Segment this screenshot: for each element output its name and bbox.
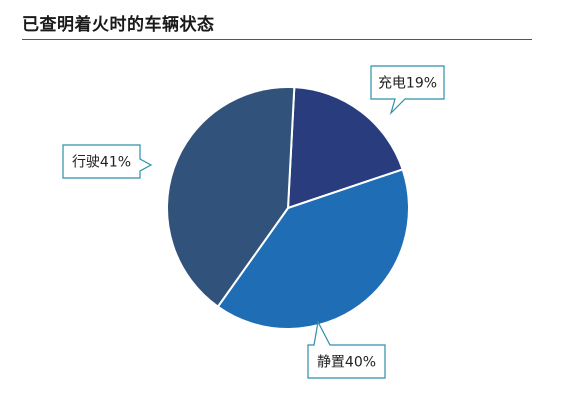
pie-slice-2: [166, 86, 296, 309]
chart-title: 已查明着火时的车辆状态: [22, 15, 215, 35]
data-label-2: 行驶41%: [72, 155, 131, 171]
callout-box-2: [62, 144, 153, 179]
pie-slice-0: [286, 86, 404, 210]
data-label-0: 充电19%: [378, 76, 437, 92]
callout-box-1: [307, 320, 386, 379]
callout-box-0: [370, 65, 445, 116]
pie-slice-1: [216, 168, 410, 330]
title-divider: [22, 39, 532, 40]
data-label-1: 静置40%: [317, 355, 376, 371]
